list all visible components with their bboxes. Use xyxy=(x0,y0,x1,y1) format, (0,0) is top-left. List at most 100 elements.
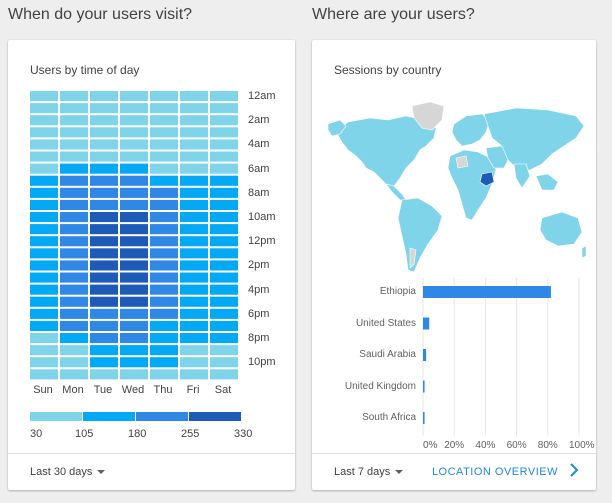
heatmap-cell xyxy=(120,91,148,102)
heatmap-cell xyxy=(210,308,238,319)
heatmap-cell xyxy=(120,320,148,331)
heatmap-cell xyxy=(150,236,178,247)
heatmap-cell xyxy=(90,91,118,102)
date-range-dropdown[interactable]: Last 30 days xyxy=(30,466,106,478)
heatmap-cell xyxy=(120,199,148,210)
map-africa xyxy=(447,149,497,221)
heatmap-cell xyxy=(30,260,58,271)
hour-label: 8pm xyxy=(248,332,270,344)
heatmap-cell xyxy=(150,224,178,235)
heatmap-cell xyxy=(30,175,58,186)
heatmap-cell xyxy=(30,151,58,162)
map-new-zealand xyxy=(581,245,587,259)
heatmap-cell xyxy=(180,91,208,102)
heatmap-cell xyxy=(60,272,88,283)
heatmap-cell xyxy=(180,175,208,186)
axis-tick-label: 60% xyxy=(506,439,527,451)
map-india xyxy=(513,163,531,189)
heatmap-cell xyxy=(60,320,88,331)
map-ethiopia xyxy=(479,171,495,187)
heatmap-cell xyxy=(150,320,178,331)
heatmap-cell xyxy=(180,224,208,235)
axis-tick-label: 20% xyxy=(444,439,465,451)
legend-value: 180 xyxy=(128,428,147,440)
heatmap-cell xyxy=(60,139,88,150)
heatmap-cell xyxy=(60,308,88,319)
axis-tick-label: 40% xyxy=(475,439,496,451)
heatmap-cell xyxy=(150,91,178,102)
hour-label: 6am xyxy=(248,162,270,175)
heatmap-cell xyxy=(60,224,88,235)
heatmap-cell xyxy=(180,333,208,344)
heatmap-cell xyxy=(60,115,88,126)
card-title: Sessions by country xyxy=(334,63,442,77)
hour-label: 12pm xyxy=(248,235,276,248)
heatmap-cell xyxy=(150,212,178,223)
axis-tick-label: 0% xyxy=(423,439,438,451)
country-label: South Africa xyxy=(362,412,416,423)
heatmap-cell xyxy=(150,296,178,307)
heatmap-cell xyxy=(150,333,178,344)
heatmap-cell xyxy=(150,187,178,198)
heatmap-cell xyxy=(30,163,58,174)
heatmap-cell xyxy=(180,163,208,174)
heatmap-cell xyxy=(120,224,148,235)
chevron-right-icon[interactable] xyxy=(566,462,582,478)
heatmap-cell xyxy=(90,248,118,259)
date-range-label: Last 7 days xyxy=(334,466,391,478)
heatmap-cell xyxy=(150,163,178,174)
heatmap-cell xyxy=(30,187,58,198)
heatmap-cell xyxy=(60,296,88,307)
heatmap-cell xyxy=(90,115,118,126)
heatmap-cell xyxy=(120,115,148,126)
heatmap-cell xyxy=(120,103,148,114)
heatmap-cell xyxy=(150,369,178,380)
country-bar[interactable] xyxy=(423,317,430,330)
heatmap-cell xyxy=(30,127,58,138)
heatmap-cell xyxy=(90,224,118,235)
hour-label: 10pm xyxy=(248,356,276,369)
heatmap-cell xyxy=(210,284,238,295)
heatmap-cell xyxy=(60,151,88,162)
world-map[interactable] xyxy=(326,98,588,278)
heatmap-cell xyxy=(150,127,178,138)
heatmap-cell xyxy=(90,357,118,368)
legend-value: 330 xyxy=(234,428,253,440)
day-label: Wed xyxy=(121,384,145,396)
country-label: United States xyxy=(355,317,416,329)
heatmap-cell xyxy=(210,357,238,368)
heatmap-cell xyxy=(60,91,88,102)
date-range-dropdown[interactable]: Last 7 days xyxy=(334,466,404,478)
heatmap-cell xyxy=(150,272,178,283)
map-north-america xyxy=(335,115,437,187)
day-label: Sun xyxy=(33,384,53,396)
legend-swatch xyxy=(83,412,135,421)
card-footer: Last 7 days LOCATION OVERVIEW xyxy=(312,453,596,490)
country-label: United Kingdom xyxy=(344,380,416,392)
heatmap-cell xyxy=(150,357,178,368)
heatmap-cell xyxy=(90,284,118,295)
heatmap-cell xyxy=(210,115,238,126)
heatmap-cell xyxy=(30,333,58,344)
country-bar[interactable] xyxy=(423,380,425,393)
country-bar[interactable] xyxy=(423,286,551,298)
heatmap-cell xyxy=(120,369,148,380)
day-label: Fri xyxy=(186,384,200,396)
heatmap-cell xyxy=(180,212,208,223)
map-central-america xyxy=(385,183,407,201)
map-australia xyxy=(539,211,583,247)
map-africa-gray xyxy=(455,155,469,169)
heatmap-cell xyxy=(120,163,148,174)
heatmap-cell xyxy=(210,333,238,344)
day-label: Tue xyxy=(93,384,113,396)
country-bar[interactable] xyxy=(423,412,425,424)
heatmap-cell xyxy=(150,151,178,162)
heatmap-cell xyxy=(60,369,88,380)
country-bar[interactable] xyxy=(423,349,427,361)
heatmap-cell xyxy=(120,308,148,319)
heatmap-cell xyxy=(120,236,148,247)
heatmap-cell xyxy=(90,151,118,162)
location-overview-link[interactable]: LOCATION OVERVIEW xyxy=(431,466,558,478)
heatmap-cell xyxy=(90,260,118,271)
heatmap-cell xyxy=(180,199,208,210)
